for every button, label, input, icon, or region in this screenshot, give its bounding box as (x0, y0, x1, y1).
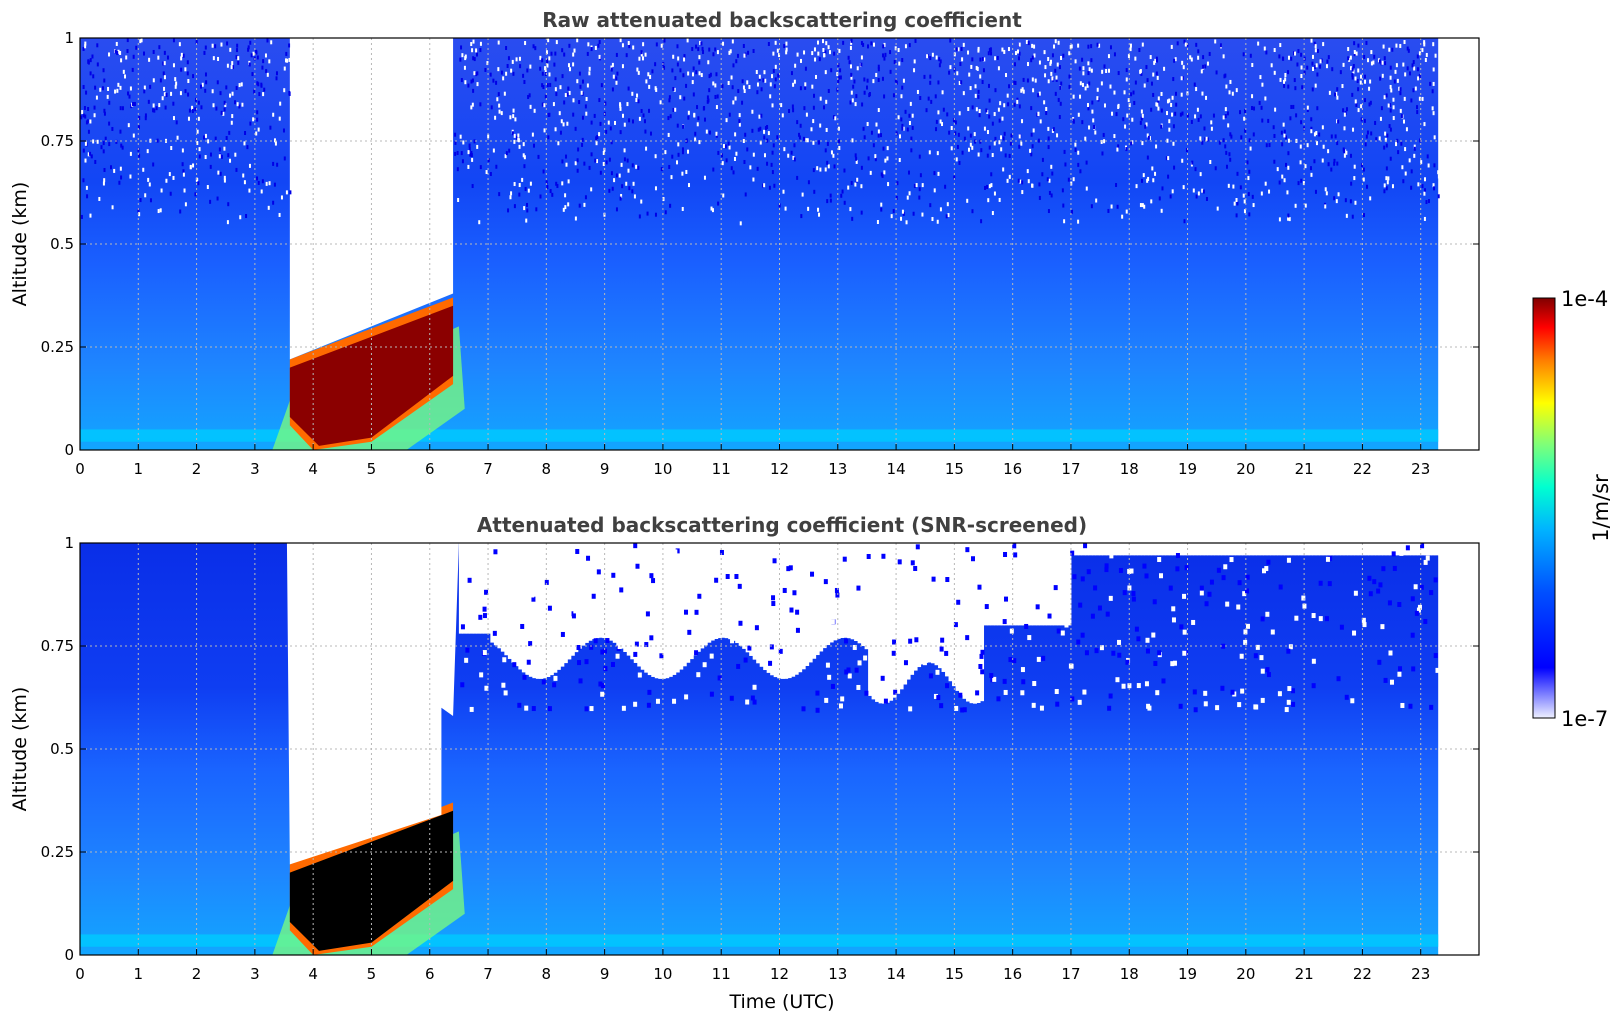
x-tick-label: 20 (1236, 460, 1255, 478)
heatmap-background-field (80, 38, 1439, 450)
x-tick-label: 9 (600, 965, 610, 983)
x-tick-label: 0 (75, 965, 85, 983)
y-tick-label: 0 (64, 946, 74, 964)
x-tick-label: 2 (192, 965, 202, 983)
x-tick-label: 14 (887, 460, 906, 478)
x-tick-label: 11 (712, 460, 731, 478)
x-tick-label: 1 (134, 965, 144, 983)
x-tick-label: 1 (134, 460, 144, 478)
x-tick-label: 8 (542, 460, 552, 478)
x-tick-label: 19 (1178, 965, 1197, 983)
y-tick-label: 1 (64, 29, 74, 47)
x-tick-label: 15 (945, 460, 964, 478)
y-tick-label: 1 (64, 534, 74, 552)
x-tick-label: 17 (1061, 965, 1080, 983)
x-tick-label: 20 (1236, 965, 1255, 983)
y-tick-label: 0.5 (50, 235, 74, 253)
x-tick-label: 6 (425, 965, 435, 983)
x-tick-label: 22 (1353, 965, 1372, 983)
x-tick-label: 12 (770, 965, 789, 983)
x-tick-label: 17 (1061, 460, 1080, 478)
x-tick-label: 3 (250, 965, 260, 983)
panel-raw-x-ticks: 0 1 2 3 4 5 6 7 8 9 10 11 12 13 14 15 16 17 18 19 20 21 22 23 (75, 444, 1430, 478)
x-tick-label: 16 (1003, 965, 1022, 983)
y-tick-label: 0.75 (41, 637, 74, 655)
y-tick-label: 0 (64, 441, 74, 459)
x-tick-label: 21 (1295, 460, 1314, 478)
x-tick-label: 2 (192, 460, 202, 478)
noise-speckle (458, 543, 1443, 713)
y-tick-label: 0.5 (50, 740, 74, 758)
x-tick-label: 10 (653, 460, 672, 478)
x-tick-label: 18 (1120, 965, 1139, 983)
x-tick-label: 13 (828, 460, 847, 478)
panel-raw: Raw attenuated backscattering coefficien… (9, 8, 1480, 478)
x-tick-label: 4 (308, 965, 318, 983)
fog-layer-core (289, 305, 454, 446)
x-tick-label: 21 (1295, 965, 1314, 983)
x-tick-label: 5 (367, 965, 377, 983)
panel-screened-y-axis-label: Altitude (km) (9, 687, 31, 812)
x-tick-label: 8 (542, 965, 552, 983)
fog-layer-core (289, 810, 454, 951)
x-axis-label: Time (UTC) (728, 991, 834, 1013)
panel-raw-y-ticks: 0 0.25 0.5 0.75 1 (41, 29, 1479, 459)
x-tick-label: 7 (483, 965, 493, 983)
x-tick-label: 15 (945, 965, 964, 983)
y-tick-label: 0.25 (41, 843, 74, 861)
x-tick-label: 10 (653, 965, 672, 983)
x-tick-label: 13 (828, 965, 847, 983)
x-tick-label: 0 (75, 460, 85, 478)
x-tick-label: 7 (483, 460, 493, 478)
panel-screened-x-ticks: 0 1 2 3 4 5 6 7 8 9 10 11 12 13 14 15 16 17 18 19 20 21 22 23 (75, 949, 1430, 983)
x-tick-label: 6 (425, 460, 435, 478)
x-tick-label: 5 (367, 460, 377, 478)
panel-screened-title: Attenuated backscattering coefficient (S… (477, 513, 1087, 537)
colorbar-max-label: 1e-4 (1561, 287, 1608, 311)
y-tick-label: 0.75 (41, 132, 74, 150)
panel-screened-y-ticks: 0 0.25 0.5 0.75 1 (41, 534, 1479, 964)
x-tick-label: 3 (250, 460, 260, 478)
colorbar-min-label: 1e-7 (1561, 707, 1608, 731)
x-tick-label: 23 (1411, 460, 1430, 478)
colorbar-gradient (1532, 297, 1556, 719)
colorbar-unit-label: 1/m/sr (1589, 474, 1613, 542)
x-tick-label: 11 (712, 965, 731, 983)
y-tick-label: 0.25 (41, 338, 74, 356)
panel-raw-y-axis-label: Altitude (km) (9, 182, 31, 307)
x-tick-label: 22 (1353, 460, 1372, 478)
x-tick-label: 19 (1178, 460, 1197, 478)
x-tick-label: 23 (1411, 965, 1430, 983)
x-tick-label: 9 (600, 460, 610, 478)
noise-speckle (80, 38, 1440, 226)
panel-raw-title: Raw attenuated backscattering coefficien… (542, 8, 1022, 32)
panel-screened: Attenuated backscattering coefficient (S… (9, 513, 1480, 1013)
x-tick-label: 14 (887, 965, 906, 983)
colorbar: 1e-4 1e-7 1/m/sr (1532, 287, 1613, 731)
x-tick-label: 4 (308, 460, 318, 478)
x-tick-label: 12 (770, 460, 789, 478)
no-signal-region (286, 543, 459, 865)
x-tick-label: 18 (1120, 460, 1139, 478)
x-tick-label: 16 (1003, 460, 1022, 478)
